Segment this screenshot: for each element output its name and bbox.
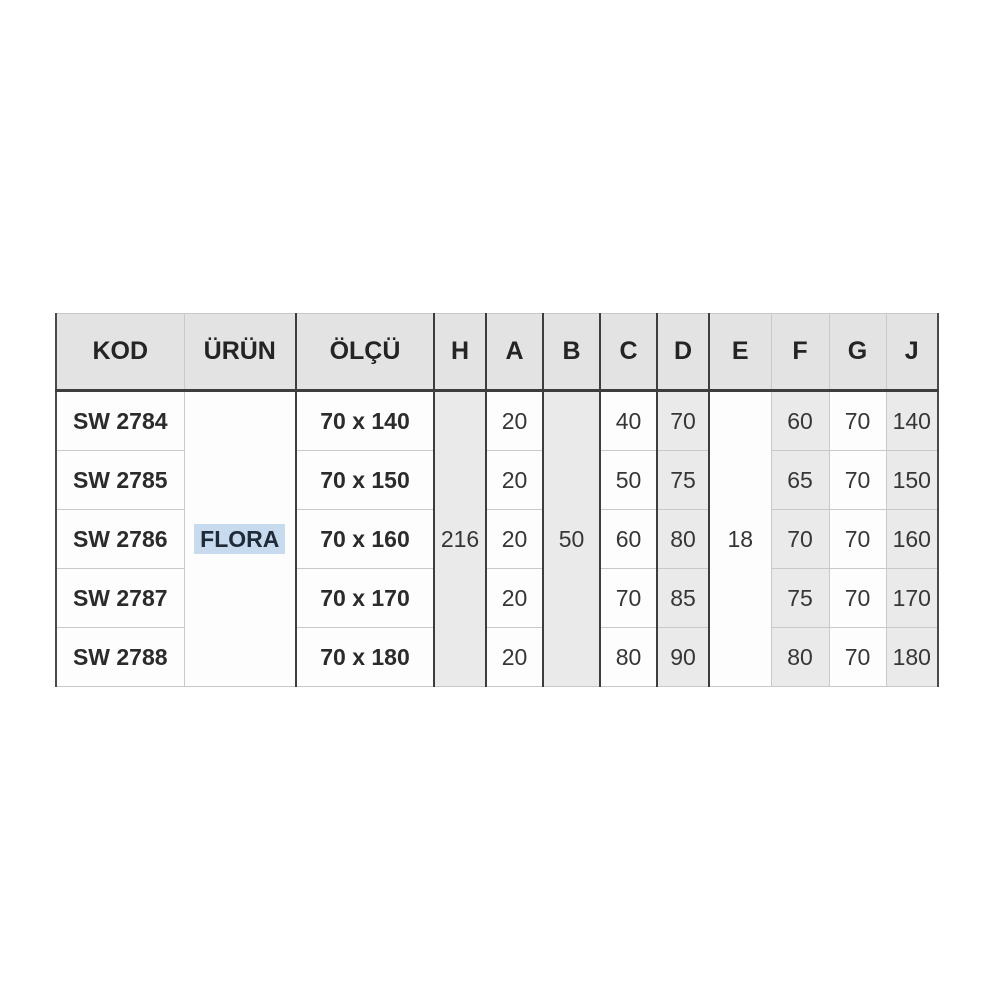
cell-r2-c: 60 bbox=[599, 509, 658, 569]
table-row: SW 2787 70 x 170 20 70 85 75 70 170 bbox=[55, 568, 939, 628]
flora-highlight: FLORA bbox=[194, 523, 286, 554]
cell-r4-c: 80 bbox=[599, 627, 658, 687]
cell-r0-f: 60 bbox=[770, 390, 830, 451]
cell-urun-merged: FLORA bbox=[183, 390, 297, 687]
cell-b-merged: 50 bbox=[542, 390, 601, 687]
cell-r2-olcu: 70 x 160 bbox=[295, 509, 435, 569]
header-g: G bbox=[828, 313, 887, 392]
header-f: F bbox=[770, 313, 830, 392]
cell-r4-f: 80 bbox=[770, 627, 830, 687]
header-d: D bbox=[656, 313, 710, 392]
cell-r3-j: 170 bbox=[885, 568, 939, 628]
cell-r3-d: 85 bbox=[656, 568, 710, 628]
cell-r0-olcu: 70 x 140 bbox=[295, 390, 435, 451]
header-j: J bbox=[885, 313, 939, 392]
header-a: A bbox=[485, 313, 544, 392]
cell-r3-kod: SW 2787 bbox=[55, 568, 185, 628]
cell-r1-olcu: 70 x 150 bbox=[295, 450, 435, 510]
cell-r2-a: 20 bbox=[485, 509, 544, 569]
cell-r1-a: 20 bbox=[485, 450, 544, 510]
product-spec-table: KOD ÜRÜN ÖLÇÜ H A B C D E F G J SW 2784 … bbox=[55, 313, 939, 687]
cell-r1-c: 50 bbox=[599, 450, 658, 510]
cell-r0-a: 20 bbox=[485, 390, 544, 451]
header-h: H bbox=[433, 313, 487, 392]
cell-e-merged: 18 bbox=[708, 390, 772, 687]
cell-r4-g: 70 bbox=[828, 627, 887, 687]
header-c: C bbox=[599, 313, 658, 392]
cell-r4-kod: SW 2788 bbox=[55, 627, 185, 687]
cell-r4-j: 180 bbox=[885, 627, 939, 687]
cell-h-merged: 216 bbox=[433, 390, 487, 687]
cell-r2-j: 160 bbox=[885, 509, 939, 569]
cell-r2-g: 70 bbox=[828, 509, 887, 569]
cell-r3-olcu: 70 x 170 bbox=[295, 568, 435, 628]
cell-r3-a: 20 bbox=[485, 568, 544, 628]
cell-r4-olcu: 70 x 180 bbox=[295, 627, 435, 687]
header-kod: KOD bbox=[55, 313, 185, 392]
cell-r3-c: 70 bbox=[599, 568, 658, 628]
cell-r2-f: 70 bbox=[770, 509, 830, 569]
cell-r1-g: 70 bbox=[828, 450, 887, 510]
cell-r4-d: 90 bbox=[656, 627, 710, 687]
cell-r0-d: 70 bbox=[656, 390, 710, 451]
cell-r0-c: 40 bbox=[599, 390, 658, 451]
cell-r3-g: 70 bbox=[828, 568, 887, 628]
cell-r2-d: 80 bbox=[656, 509, 710, 569]
cell-r0-g: 70 bbox=[828, 390, 887, 451]
table-row: SW 2785 70 x 150 20 50 75 65 70 150 bbox=[55, 450, 939, 510]
header-urun: ÜRÜN bbox=[183, 313, 297, 392]
cell-r1-j: 150 bbox=[885, 450, 939, 510]
cell-r1-f: 65 bbox=[770, 450, 830, 510]
cell-r1-kod: SW 2785 bbox=[55, 450, 185, 510]
cell-r4-a: 20 bbox=[485, 627, 544, 687]
header-e: E bbox=[708, 313, 772, 392]
header-olcu: ÖLÇÜ bbox=[295, 313, 435, 392]
cell-r0-kod: SW 2784 bbox=[55, 390, 185, 451]
table-row: SW 2784 FLORA 70 x 140 216 20 50 40 70 1… bbox=[55, 390, 939, 687]
cell-r3-f: 75 bbox=[770, 568, 830, 628]
table-row: SW 2788 70 x 180 20 80 90 80 70 180 bbox=[55, 627, 939, 687]
header-row: KOD ÜRÜN ÖLÇÜ H A B C D E F G J bbox=[55, 313, 939, 392]
cell-r1-d: 75 bbox=[656, 450, 710, 510]
header-b: B bbox=[542, 313, 601, 392]
cell-r0-j: 140 bbox=[885, 390, 939, 451]
cell-r2-kod: SW 2786 bbox=[55, 509, 185, 569]
